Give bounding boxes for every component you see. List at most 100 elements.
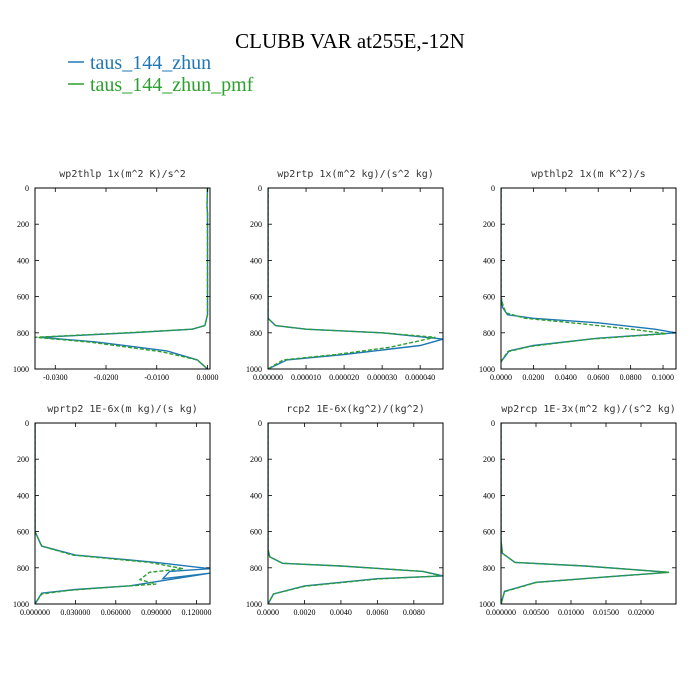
x-tick-label: 0.0080 [403,608,425,617]
x-tick-label: 0.1000 [652,373,674,382]
plot-frame [500,187,677,370]
x-tick-label: 0.000020 [329,373,359,382]
series-line-zhun-pmf [268,423,442,604]
y-tick-label: 0 [491,419,495,428]
y-tick-label: 800 [483,329,495,338]
panel-title: wpthlp2 1x(m K^2)/s [531,169,645,180]
x-tick-label: 0.090000 [141,608,171,617]
y-tick-label: 0 [258,184,262,193]
series-line-zhun-pmf [501,188,667,363]
x-tick-label: 0.0600 [587,373,609,382]
x-tick-label: 0.0800 [620,373,642,382]
y-tick-label: 400 [17,491,29,500]
panel-3: wpthlp2 1x(m K^2)/s 0 200 400 600 800 10000.00… [479,169,677,382]
x-tick-label: 0.120000 [182,608,212,617]
x-tick-label: 0.0060 [366,608,388,617]
series-line-zhun-pmf [268,188,436,369]
x-tick-label: 0.0400 [555,373,577,382]
y-tick-label: 400 [250,256,262,265]
series-line-zhun [501,188,676,363]
x-tick-label: 0.000040 [405,373,435,382]
plot-frame [267,187,444,370]
y-tick-label: 400 [17,256,29,265]
y-tick-label: 1000 [246,365,262,374]
x-tick-label: 0.0020 [293,608,315,617]
y-tick-label: 800 [17,329,29,338]
figure-title: CLUBB VAR at255E,-12N [235,29,465,53]
panel-5: rcp2 1E-6x(kg^2)/(kg^2) 0 200 400 600 800 1000… [246,404,444,617]
panel-2: wp2rtp 1x(m^2 kg)/(s^2 kg) 0 200 400 600 800 1… [246,169,444,382]
panel-6: wp2rcp 1E-3x(m^2 kg)/(s^2 kg) 0 200 400 600 8… [479,404,677,617]
x-tick-label: 0.0040 [330,608,352,617]
y-tick-label: 600 [483,293,495,302]
y-tick-label: 200 [250,455,262,464]
x-tick-label: 0.000000 [486,608,516,617]
x-tick-label: 0.000010 [291,373,321,382]
panel-title: rcp2 1E-6x(kg^2)/(kg^2) [286,404,424,415]
x-tick-label: 0.00500 [523,608,549,617]
plot-frame [500,422,677,605]
legend-label-zhun: taus_144_zhun [90,52,211,74]
panel-grid: wp2thlp 1x(m^2 K)/s^2 0 200 400 600 800 1000 -0… [13,169,677,617]
y-tick-label: 200 [483,455,495,464]
y-tick-label: 1000 [13,600,29,609]
y-tick-label: 1000 [479,365,495,374]
x-tick-label: 0.0000 [490,373,512,382]
x-tick-label: 0.060000 [101,608,131,617]
y-tick-label: 200 [483,220,495,229]
x-tick-label: 0.01000 [558,608,584,617]
panel-title: wp2rtp 1x(m^2 kg)/(s^2 kg) [277,169,434,180]
plot-frame [34,187,211,370]
y-tick-label: 800 [17,564,29,573]
panel-4: wprtp2 1E-6x(m kg)/(s kg) 0 200 400 600 800 10… [13,404,212,617]
y-tick-label: 800 [250,564,262,573]
legend: taus_144_zhun taus_144_zhun_pmf [68,52,254,96]
x-tick-label: 0.0000 [196,373,218,382]
x-tick-label: -0.0200 [94,373,119,382]
y-tick-label: 200 [17,455,29,464]
x-tick-label: 0.030000 [60,608,90,617]
y-tick-label: 0 [491,184,495,193]
y-tick-label: 0 [25,419,29,428]
y-tick-label: 600 [250,293,262,302]
x-tick-label: 0.000000 [253,373,283,382]
panel-1: wp2thlp 1x(m^2 K)/s^2 0 200 400 600 800 1000 -0… [13,169,218,382]
y-tick-label: 1000 [246,600,262,609]
series-line-zhun [35,423,210,604]
y-tick-label: 1000 [13,365,29,374]
x-tick-label: -0.0100 [144,373,169,382]
y-tick-label: 800 [250,329,262,338]
x-tick-label: 0.0000 [257,608,279,617]
y-tick-label: 0 [25,184,29,193]
y-tick-label: 600 [250,528,262,537]
x-tick-label: 0.000030 [367,373,397,382]
series-line-zhun-pmf [35,188,209,369]
y-tick-label: 600 [17,293,29,302]
x-tick-label: 0.000000 [20,608,50,617]
legend-label-zhun-pmf: taus_144_zhun_pmf [90,74,254,96]
y-tick-label: 800 [483,564,495,573]
y-tick-label: 400 [250,491,262,500]
plot-frame [267,422,444,605]
panel-title: wp2thlp 1x(m^2 K)/s^2 [59,169,185,180]
y-tick-label: 600 [483,528,495,537]
y-tick-label: 200 [17,220,29,229]
y-tick-label: 1000 [479,600,495,609]
plot-frame [34,422,211,605]
y-tick-label: 400 [483,491,495,500]
x-tick-label: 0.0200 [522,373,544,382]
x-tick-label: 0.01500 [593,608,619,617]
panel-title: wprtp2 1E-6x(m kg)/(s kg) [47,404,198,415]
y-tick-label: 200 [250,220,262,229]
panel-title: wp2rcp 1E-3x(m^2 kg)/(s^2 kg) [501,404,676,415]
x-tick-label: -0.0300 [43,373,68,382]
series-line-zhun [40,188,209,369]
series-line-zhun-pmf [35,423,184,604]
series-line-zhun-pmf [501,423,670,604]
y-tick-label: 400 [483,256,495,265]
y-tick-label: 600 [17,528,29,537]
series-line-zhun [501,423,670,604]
x-tick-label: 0.02000 [628,608,654,617]
y-tick-label: 0 [258,419,262,428]
